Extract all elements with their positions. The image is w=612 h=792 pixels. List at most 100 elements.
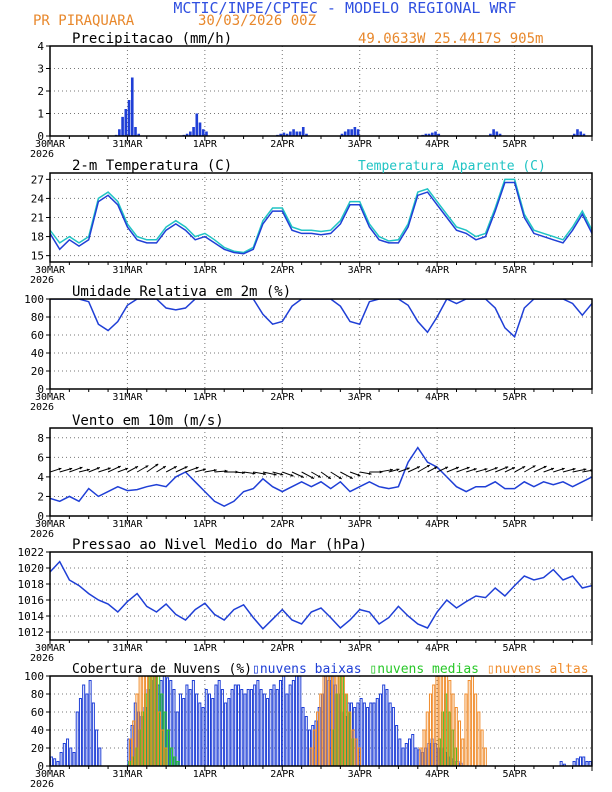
precip-bar [343,131,347,136]
cloud-bar-blue [298,676,302,766]
cloud-bar-blue [359,698,363,766]
wind-arrow-head [406,467,410,471]
x-tick-label: 5APR [503,392,528,403]
series-line-cyan [50,178,592,254]
cloud-bar-green [176,761,180,766]
cloud-bar-blue [201,707,205,766]
x-tick-label: 31MAR [112,519,143,530]
y-tick-label: 2 [37,490,44,503]
precip-bar [347,129,350,136]
precip-bar [301,127,305,136]
y-tick-label: 60 [31,706,44,719]
cloud-bar-blue [411,734,415,766]
wind-arrow-head [484,468,488,471]
precip-bar [495,131,499,136]
series-line-blue [50,560,592,630]
cloud-bar-orange [338,676,342,766]
cloud-bar-blue [82,684,86,766]
cloud-bar-blue [198,702,202,766]
cloud-bar-blue [220,689,224,766]
precip-bar [121,116,124,136]
cloud-bar-orange [132,720,136,766]
plot-area [50,299,592,339]
precip-bar [353,127,357,136]
precip-bar [195,113,199,136]
x-tick-label: 2APR [270,139,295,150]
cloud-bar-orange [357,747,362,766]
panel-title-main: Cobertura de Nuvens (%) [72,662,252,677]
x-tick-label: 1APR [193,769,218,780]
y-tick-label: 15 [31,250,44,263]
cloud-bar-orange [451,693,455,766]
x-tick-label: 5APR [503,139,528,150]
cloud-bar-orange [483,747,487,766]
cloud-bar-blue [378,693,382,766]
series-line-blue [50,446,592,508]
wind-arrow-head [473,468,477,471]
wind-arrow-head [145,465,149,469]
cloud-bar-blue [227,698,231,766]
x-tick-label: 2APR [270,519,295,530]
cloud-bar-orange [435,676,439,766]
y-tick-label: 1018 [18,578,45,591]
cloud-bar-blue [385,689,389,766]
cloud-bar-blue [269,689,273,766]
cloud-bar-blue [404,743,408,766]
x-tick-year: 2026 [30,149,54,160]
precip-bar [424,133,428,136]
wind-arrow-head [300,475,304,478]
wind-arrow-head [466,466,470,470]
wind-arrow-head [96,467,100,470]
cloud-bar-orange [448,680,452,766]
wind-arrow-head [202,468,206,472]
cloud-bar-blue [88,680,92,766]
x-tick-year: 2026 [30,275,54,286]
wind-arrow-head [173,466,177,469]
cloud-bar-orange [319,693,323,766]
wind-arrow-head [58,467,62,471]
wind-arrow-head [117,465,121,469]
wind-arrow-head [455,466,459,470]
header-title: MCTIC/INPE/CPTEC - MODELO REGIONAL WRF [173,0,516,17]
wind-arrow-head [311,476,315,479]
cloud-bar-orange [458,720,462,766]
legend-green: ▯nuvens medias [362,662,479,677]
y-tick-label: 1020 [18,562,45,575]
wind-arrow-head [416,466,420,469]
cloud-bar-orange [164,747,168,766]
cloud-bar-orange [145,676,149,766]
cloud-bar-orange [480,729,484,766]
x-tick-label: 30MAR [35,265,66,276]
y-tick-label: 20 [31,742,44,755]
x-tick-label: 1APR [193,139,218,150]
cloud-bar-blue [85,693,89,766]
precip-bar [579,131,583,136]
precip-bar [305,133,308,136]
wind-arrow-head [213,468,217,472]
y-tick-label: 18 [31,231,44,244]
cloud-bar-blue [369,702,373,766]
precip-bar [582,133,586,136]
precip-bar [295,131,299,136]
cloud-bar-blue [382,684,386,766]
cloud-bar-orange [351,729,355,766]
x-tick-label: 5APR [503,769,528,780]
cloud-bar-blue [95,729,99,766]
precip-bar [430,132,434,136]
cloud-bar-blue [56,761,60,766]
x-tick-label: 4APR [425,392,450,403]
cloud-bar-blue [408,738,412,766]
cloud-bar-orange [312,729,316,766]
wind-arrow-head [505,466,509,470]
precip-bar [576,129,579,136]
precip-bar [356,129,360,136]
header-run: 30/03/2026 00Z [198,13,316,29]
precip-bar [205,131,208,136]
cloud-bar-blue [259,689,263,766]
wind-arrow-head [561,467,565,471]
y-tick-label: 100 [24,293,44,306]
cloud-bar-blue [69,747,73,766]
